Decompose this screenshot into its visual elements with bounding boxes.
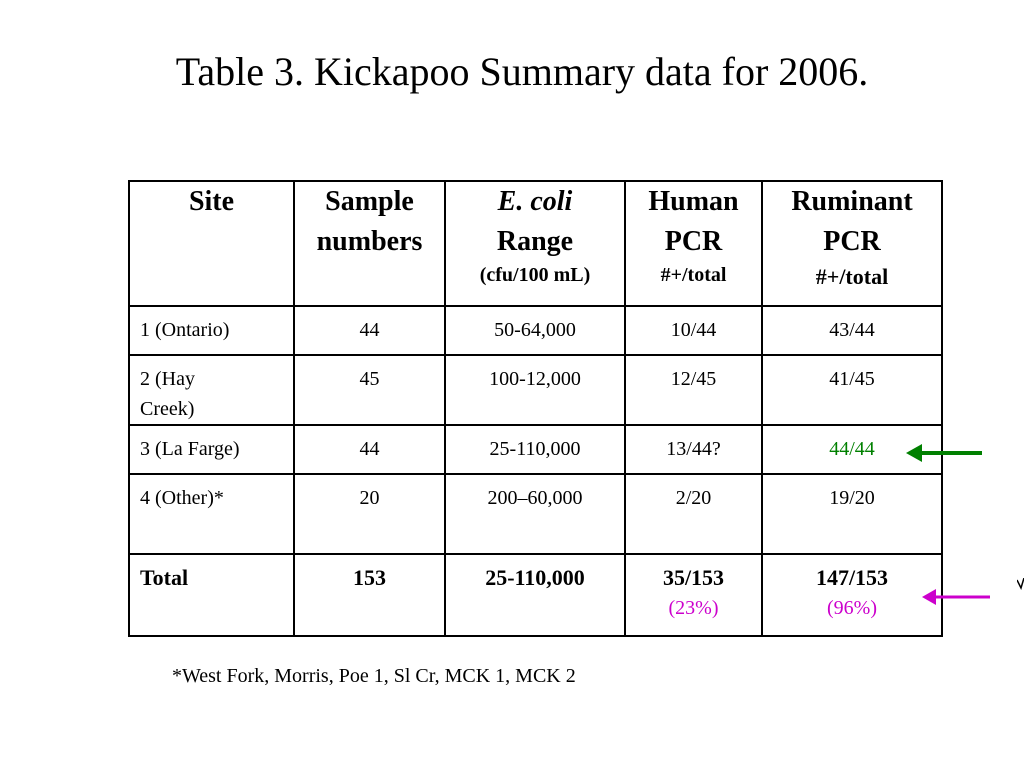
cell-ruminant: 19/20 [761,473,943,555]
header-ruminant-pcr: Ruminant PCR #+/total [761,180,943,307]
header-human-pcr: Human PCR #+/total [624,180,763,307]
green-arrow-icon [906,444,982,462]
slide-title: Table 3. Kickapoo Summary data for 2006. [175,49,869,94]
table-row: 4 (Other)* 20 200–60,000 2/20 19/20 [128,473,943,555]
total-human-count: 35/153 [662,565,725,590]
total-ruminant-count: 147/153 [815,565,889,590]
header-sample-line1: Sample [325,186,414,217]
header-ecoli-line1: E. coli [497,186,573,217]
cell-ruminant: 41/45 [761,354,943,426]
total-label: Total [128,553,295,637]
header-ecoli-line2: Range [496,226,574,257]
cell-samples: 45 [293,354,446,426]
total-samples: 153 [293,553,446,637]
total-human-percent: (23%) [668,597,719,619]
table-header-row: Site Sample numbers E. coli Range (cfu/1… [128,180,943,307]
header-ruminant-units: #+/total [815,264,889,289]
table-row: 2 (Hay Creek) 45 100-12,000 12/45 41/45 [128,354,943,426]
total-ruminant-percent: (96%) [827,597,877,619]
cell-site: 3 (La Farge) [128,424,295,475]
magenta-arrow-icon [922,589,990,605]
cell-site: 2 (Hay Creek) [128,354,295,426]
total-human: 35/153 (23%) [624,553,763,637]
cell-ruminant: 43/44 [761,305,943,356]
header-human-line2: PCR [664,226,723,257]
cell-samples: 44 [293,305,446,356]
cell-range: 25-110,000 [444,424,626,475]
header-ruminant-line2: PCR [823,226,881,257]
cell-human: 13/44? [624,424,763,475]
header-ruminant-line1: Ruminant [791,186,913,217]
header-human-units: #+/total [660,264,727,286]
cell-human: 10/44 [624,305,763,356]
cell-human: 12/45 [624,354,763,426]
footnote: *West Fork, Morris, Poe 1, Sl Cr, MCK 1,… [172,665,576,687]
summary-table: Site Sample numbers E. coli Range (cfu/1… [128,180,943,637]
table-row: 3 (La Farge) 44 25-110,000 13/44? 44/44 [128,424,943,475]
header-sample-line2: numbers [316,226,423,257]
cell-range: 100-12,000 [444,354,626,426]
cell-human: 2/20 [624,473,763,555]
cell-samples: 44 [293,424,446,475]
cell-site: 4 (Other)* [128,473,295,555]
header-site: Site [128,180,295,307]
header-sample-numbers: Sample numbers [293,180,446,307]
total-range: 25-110,000 [444,553,626,637]
table-total-row: Total 153 25-110,000 35/153 (23%) 147/15… [128,553,943,637]
cell-samples: 20 [293,473,446,555]
tick-icon [1017,578,1024,590]
header-human-line1: Human [648,186,739,217]
header-ecoli-range: E. coli Range (cfu/100 mL) [444,180,626,307]
table-row: 1 (Ontario) 44 50-64,000 10/44 43/44 [128,305,943,356]
header-ecoli-units: (cfu/100 mL) [479,264,591,286]
total-ruminant: 147/153 (96%) [761,553,943,637]
cell-range: 50-64,000 [444,305,626,356]
cell-range: 200–60,000 [444,473,626,555]
cell-site: 1 (Ontario) [128,305,295,356]
header-site-label: Site [188,186,235,217]
